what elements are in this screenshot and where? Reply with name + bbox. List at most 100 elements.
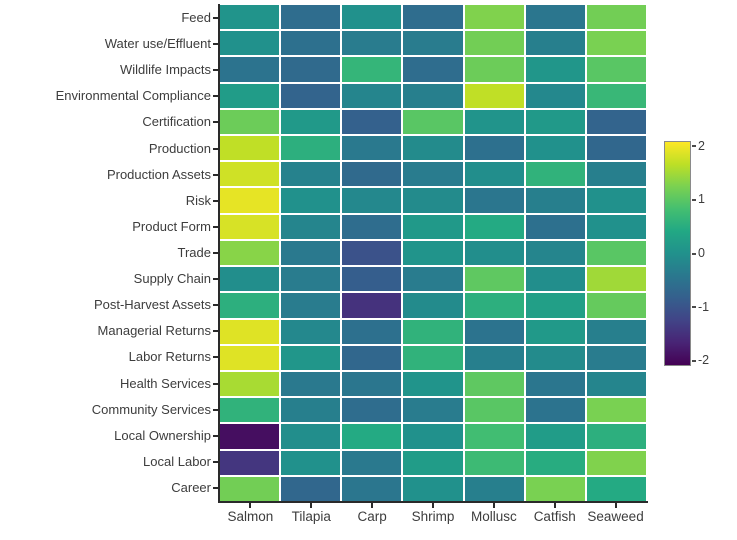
heatmap-cell[interactable] xyxy=(525,371,585,397)
heatmap-cell[interactable] xyxy=(525,293,585,318)
heatmap-cell[interactable] xyxy=(342,83,402,108)
heatmap-cell[interactable] xyxy=(220,345,280,370)
heatmap-cell[interactable] xyxy=(525,136,585,161)
heatmap-cell[interactable] xyxy=(220,398,280,423)
heatmap-cell[interactable] xyxy=(281,450,341,475)
heatmap-cell[interactable] xyxy=(342,293,402,318)
heatmap-cell[interactable] xyxy=(586,83,646,108)
heatmap-cell[interactable] xyxy=(586,424,646,449)
heatmap-cell[interactable] xyxy=(464,424,524,449)
heatmap-cell[interactable] xyxy=(220,136,280,161)
heatmap-cell[interactable] xyxy=(464,136,524,161)
heatmap-cell[interactable] xyxy=(525,345,585,370)
heatmap-cell[interactable] xyxy=(525,5,585,30)
heatmap-cell[interactable] xyxy=(281,476,341,501)
heatmap-cell[interactable] xyxy=(342,450,402,475)
heatmap-cell[interactable] xyxy=(403,83,463,108)
heatmap-cell[interactable] xyxy=(403,162,463,187)
heatmap-cell[interactable] xyxy=(281,214,341,239)
heatmap-cell[interactable] xyxy=(464,345,524,370)
heatmap-cell[interactable] xyxy=(342,188,402,213)
heatmap-cell[interactable] xyxy=(342,214,402,239)
heatmap-cell[interactable] xyxy=(403,345,463,370)
heatmap-cell[interactable] xyxy=(403,267,463,292)
heatmap-cell[interactable] xyxy=(403,398,463,423)
heatmap-cell[interactable] xyxy=(342,476,402,501)
heatmap-cell[interactable] xyxy=(403,240,463,266)
heatmap-cell[interactable] xyxy=(464,476,524,501)
heatmap-cell[interactable] xyxy=(342,424,402,449)
heatmap-cell[interactable] xyxy=(281,31,341,56)
heatmap-cell[interactable] xyxy=(403,450,463,475)
heatmap-cell[interactable] xyxy=(342,5,402,30)
heatmap-cell[interactable] xyxy=(220,162,280,187)
heatmap-cell[interactable] xyxy=(281,371,341,397)
heatmap-cell[interactable] xyxy=(342,109,402,135)
heatmap-cell[interactable] xyxy=(342,267,402,292)
heatmap-cell[interactable] xyxy=(525,476,585,501)
heatmap-cell[interactable] xyxy=(464,450,524,475)
heatmap-cell[interactable] xyxy=(342,345,402,370)
heatmap-cell[interactable] xyxy=(586,162,646,187)
heatmap-cell[interactable] xyxy=(525,162,585,187)
heatmap-cell[interactable] xyxy=(342,398,402,423)
heatmap-cell[interactable] xyxy=(342,31,402,56)
heatmap-cell[interactable] xyxy=(281,398,341,423)
heatmap-cell[interactable] xyxy=(525,424,585,449)
heatmap-cell[interactable] xyxy=(342,162,402,187)
heatmap-cell[interactable] xyxy=(464,83,524,108)
heatmap-cell[interactable] xyxy=(464,319,524,344)
heatmap-cell[interactable] xyxy=(586,267,646,292)
heatmap-cell[interactable] xyxy=(220,240,280,266)
heatmap-cell[interactable] xyxy=(281,109,341,135)
heatmap-cell[interactable] xyxy=(525,214,585,239)
heatmap-cell[interactable] xyxy=(525,57,585,82)
heatmap-cell[interactable] xyxy=(464,371,524,397)
heatmap-cell[interactable] xyxy=(525,319,585,344)
heatmap-cell[interactable] xyxy=(586,345,646,370)
heatmap-cell[interactable] xyxy=(220,371,280,397)
heatmap-cell[interactable] xyxy=(281,162,341,187)
heatmap-cell[interactable] xyxy=(403,5,463,30)
heatmap-cell[interactable] xyxy=(403,293,463,318)
heatmap-cell[interactable] xyxy=(220,267,280,292)
heatmap-cell[interactable] xyxy=(586,293,646,318)
heatmap-cell[interactable] xyxy=(464,214,524,239)
heatmap-cell[interactable] xyxy=(220,5,280,30)
heatmap-cell[interactable] xyxy=(586,5,646,30)
heatmap-cell[interactable] xyxy=(342,371,402,397)
heatmap-cell[interactable] xyxy=(342,57,402,82)
heatmap-cell[interactable] xyxy=(403,57,463,82)
heatmap-cell[interactable] xyxy=(220,424,280,449)
heatmap-cell[interactable] xyxy=(220,57,280,82)
heatmap-cell[interactable] xyxy=(525,240,585,266)
heatmap-cell[interactable] xyxy=(403,371,463,397)
heatmap-cell[interactable] xyxy=(586,398,646,423)
heatmap-cell[interactable] xyxy=(586,476,646,501)
heatmap-cell[interactable] xyxy=(403,109,463,135)
heatmap-cell[interactable] xyxy=(464,398,524,423)
heatmap-cell[interactable] xyxy=(281,293,341,318)
heatmap-cell[interactable] xyxy=(281,136,341,161)
heatmap-cell[interactable] xyxy=(464,109,524,135)
heatmap-cell[interactable] xyxy=(220,31,280,56)
heatmap-cell[interactable] xyxy=(403,214,463,239)
heatmap-cell[interactable] xyxy=(586,57,646,82)
heatmap-cell[interactable] xyxy=(342,136,402,161)
heatmap-cell[interactable] xyxy=(281,345,341,370)
heatmap-cell[interactable] xyxy=(342,319,402,344)
heatmap-cell[interactable] xyxy=(281,5,341,30)
heatmap-cell[interactable] xyxy=(525,188,585,213)
heatmap-cell[interactable] xyxy=(281,83,341,108)
heatmap-cell[interactable] xyxy=(464,293,524,318)
heatmap-cell[interactable] xyxy=(281,267,341,292)
heatmap-cell[interactable] xyxy=(525,31,585,56)
heatmap-cell[interactable] xyxy=(220,293,280,318)
heatmap-cell[interactable] xyxy=(281,240,341,266)
heatmap-cell[interactable] xyxy=(281,424,341,449)
heatmap-cell[interactable] xyxy=(525,398,585,423)
heatmap-cell[interactable] xyxy=(403,476,463,501)
heatmap-cell[interactable] xyxy=(220,319,280,344)
heatmap-cell[interactable] xyxy=(403,31,463,56)
heatmap-cell[interactable] xyxy=(464,5,524,30)
